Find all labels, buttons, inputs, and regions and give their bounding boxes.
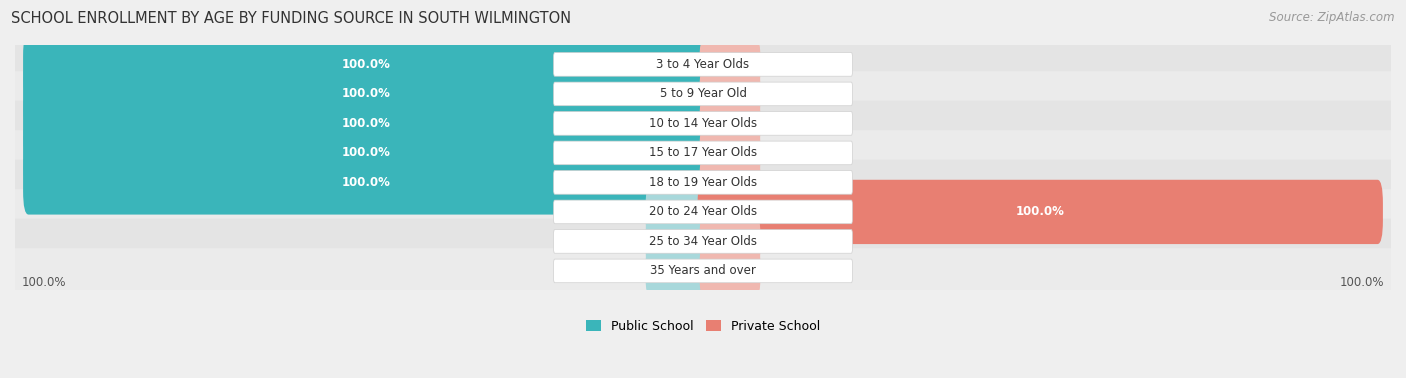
Text: 0.0%: 0.0% <box>768 265 797 277</box>
Text: 0.0%: 0.0% <box>609 265 638 277</box>
Text: 100.0%: 100.0% <box>342 87 391 101</box>
Text: 0.0%: 0.0% <box>768 176 797 189</box>
Text: 10 to 14 Year Olds: 10 to 14 Year Olds <box>650 117 756 130</box>
FancyBboxPatch shape <box>700 218 761 265</box>
FancyBboxPatch shape <box>22 91 709 156</box>
FancyBboxPatch shape <box>22 32 709 96</box>
FancyBboxPatch shape <box>645 248 706 294</box>
Text: 100.0%: 100.0% <box>21 276 66 289</box>
FancyBboxPatch shape <box>700 248 761 294</box>
FancyBboxPatch shape <box>22 62 709 126</box>
FancyBboxPatch shape <box>554 170 852 194</box>
FancyBboxPatch shape <box>13 101 1393 146</box>
Text: 15 to 17 Year Olds: 15 to 17 Year Olds <box>650 146 756 160</box>
FancyBboxPatch shape <box>700 41 761 88</box>
Text: 100.0%: 100.0% <box>342 176 391 189</box>
FancyBboxPatch shape <box>645 189 706 235</box>
FancyBboxPatch shape <box>554 200 852 224</box>
FancyBboxPatch shape <box>22 121 709 185</box>
Text: 100.0%: 100.0% <box>342 146 391 160</box>
FancyBboxPatch shape <box>554 112 852 135</box>
Text: 0.0%: 0.0% <box>768 58 797 71</box>
FancyBboxPatch shape <box>697 180 1384 244</box>
Text: 100.0%: 100.0% <box>1015 205 1064 218</box>
FancyBboxPatch shape <box>554 259 852 283</box>
Text: 0.0%: 0.0% <box>609 235 638 248</box>
Text: 5 to 9 Year Old: 5 to 9 Year Old <box>659 87 747 101</box>
Text: 25 to 34 Year Olds: 25 to 34 Year Olds <box>650 235 756 248</box>
FancyBboxPatch shape <box>645 218 706 265</box>
Text: 100.0%: 100.0% <box>342 58 391 71</box>
FancyBboxPatch shape <box>554 229 852 253</box>
FancyBboxPatch shape <box>13 130 1393 176</box>
FancyBboxPatch shape <box>554 82 852 106</box>
FancyBboxPatch shape <box>22 150 709 215</box>
FancyBboxPatch shape <box>554 141 852 165</box>
Text: 0.0%: 0.0% <box>609 205 638 218</box>
FancyBboxPatch shape <box>13 71 1393 117</box>
Text: 100.0%: 100.0% <box>1340 276 1385 289</box>
FancyBboxPatch shape <box>13 219 1393 264</box>
Text: 0.0%: 0.0% <box>768 235 797 248</box>
Text: 18 to 19 Year Olds: 18 to 19 Year Olds <box>650 176 756 189</box>
FancyBboxPatch shape <box>700 159 761 206</box>
FancyBboxPatch shape <box>13 248 1393 294</box>
Legend: Public School, Private School: Public School, Private School <box>581 315 825 338</box>
Text: 0.0%: 0.0% <box>768 146 797 160</box>
Text: 0.0%: 0.0% <box>768 117 797 130</box>
FancyBboxPatch shape <box>700 100 761 147</box>
Text: 0.0%: 0.0% <box>768 87 797 101</box>
FancyBboxPatch shape <box>13 42 1393 87</box>
FancyBboxPatch shape <box>554 53 852 76</box>
Text: 3 to 4 Year Olds: 3 to 4 Year Olds <box>657 58 749 71</box>
FancyBboxPatch shape <box>13 189 1393 235</box>
Text: Source: ZipAtlas.com: Source: ZipAtlas.com <box>1270 11 1395 24</box>
Text: 35 Years and over: 35 Years and over <box>650 265 756 277</box>
Text: 20 to 24 Year Olds: 20 to 24 Year Olds <box>650 205 756 218</box>
FancyBboxPatch shape <box>13 160 1393 205</box>
Text: 100.0%: 100.0% <box>342 117 391 130</box>
FancyBboxPatch shape <box>700 71 761 117</box>
Text: SCHOOL ENROLLMENT BY AGE BY FUNDING SOURCE IN SOUTH WILMINGTON: SCHOOL ENROLLMENT BY AGE BY FUNDING SOUR… <box>11 11 571 26</box>
FancyBboxPatch shape <box>700 130 761 176</box>
